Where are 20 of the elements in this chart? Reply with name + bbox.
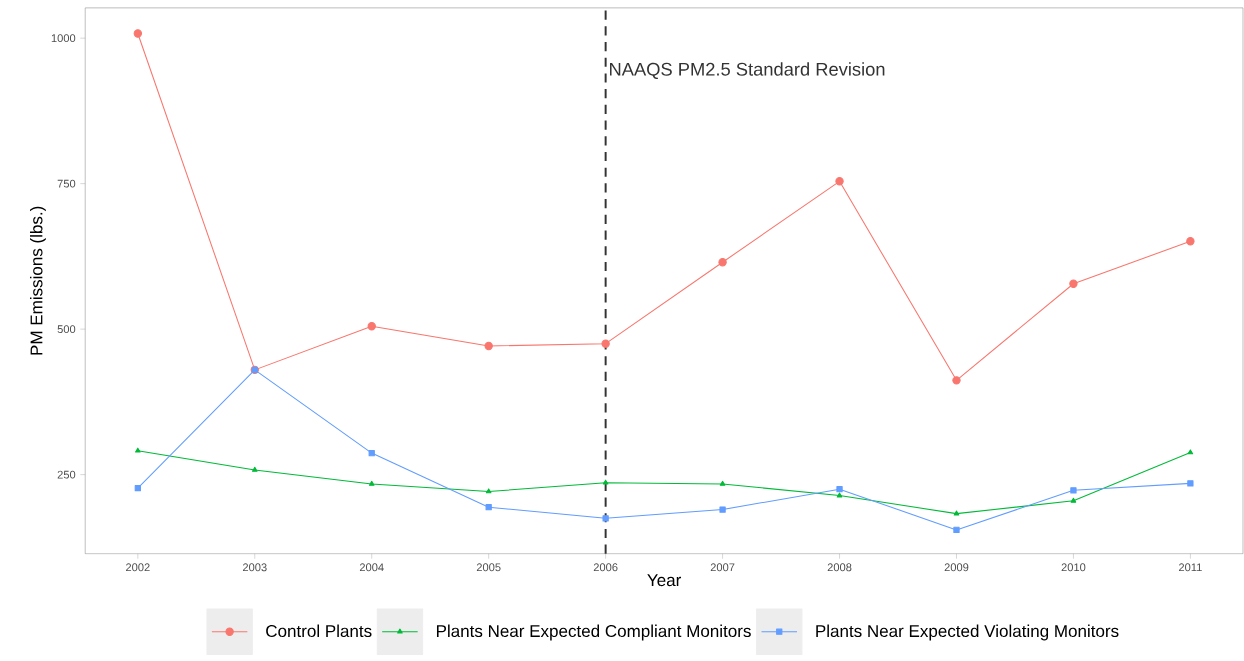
x-tick-label: 2005 (476, 563, 501, 572)
y-axis-title: PM Emissions (lbs.) (29, 206, 46, 355)
x-tick-label: 2009 (944, 563, 969, 572)
y-tick-label: 750 (57, 179, 76, 188)
x-tick-label: 2002 (126, 563, 150, 572)
x-tick-label: 2003 (242, 563, 267, 572)
x-tick-label: 2010 (1061, 563, 1086, 572)
x-tick-label: 2007 (710, 563, 735, 572)
x-tick-label: 2004 (359, 563, 384, 572)
ref-line-label: NAAQS PM2.5 Standard Revision (610, 62, 885, 79)
x-axis-title: Year (647, 574, 682, 587)
legend-label: Plants Near Expected Compliant Monitors (436, 624, 751, 641)
y-tick-label: 250 (57, 470, 76, 479)
x-tick-label: 2006 (593, 563, 618, 572)
x-tick-label: 2011 (1178, 563, 1202, 572)
y-tick-label: 500 (57, 325, 76, 333)
x-tick-label: 2008 (827, 563, 852, 572)
legend-label: Control Plants (266, 624, 372, 637)
legend-label: Plants Near Expected Violating Monitors (816, 624, 1119, 641)
y-tick-label: 1000 (51, 34, 76, 42)
